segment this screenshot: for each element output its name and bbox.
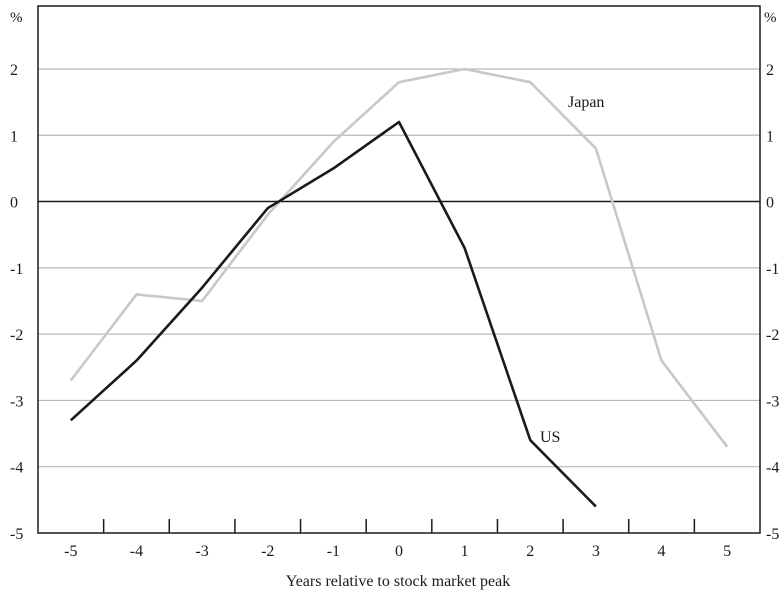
y-tick-label-left: -2 <box>10 327 23 344</box>
plot-border <box>37 5 761 534</box>
x-tick-label: -1 <box>327 543 340 560</box>
y-tick-label-left: -5 <box>10 526 23 543</box>
axis-ticks <box>102 519 696 533</box>
x-tick-label: -4 <box>130 543 143 560</box>
x-tick-label: 2 <box>526 543 534 560</box>
y-tick-label-right: 2 <box>766 62 774 79</box>
plot-frame <box>37 5 761 534</box>
series-label-japan: Japan <box>568 94 604 111</box>
series-lines <box>69 67 729 508</box>
y-tick-label-left: 2 <box>10 62 18 79</box>
x-tick-label: -5 <box>64 543 77 560</box>
series-label-us: US <box>540 429 560 446</box>
x-tick-label: 0 <box>395 543 403 560</box>
y-tick-label-right: -5 <box>766 526 779 543</box>
x-tick-label: 1 <box>461 543 469 560</box>
tick-labels: -5 -5 -4 -4 -3 -3 -2 -2 -1 -1 0 0 1 1 2 2 -5 -4 -3 -2 -1 0 1 2 3… <box>10 62 779 560</box>
y-axis-unit-right: % <box>764 10 777 26</box>
x-tick-label: -2 <box>261 543 274 560</box>
x-tick-label: 3 <box>592 543 600 560</box>
y-tick-label-right: -3 <box>766 393 779 410</box>
y-tick-label-right: -1 <box>766 261 779 278</box>
series-line-us <box>69 120 597 508</box>
y-axis-unit-left: % <box>10 10 23 26</box>
y-tick-label-left: 0 <box>10 195 18 212</box>
x-tick-label: 5 <box>723 543 731 560</box>
y-tick-label-left: -4 <box>10 460 23 477</box>
x-tick-label: -3 <box>195 543 208 560</box>
y-tick-label-right: 0 <box>766 195 774 212</box>
series-line-japan <box>69 67 729 448</box>
x-tick-label: 4 <box>658 543 666 560</box>
x-axis-title: Years relative to stock market peak <box>286 573 511 590</box>
y-tick-label-left: 1 <box>10 128 18 145</box>
y-tick-label-right: -2 <box>766 327 779 344</box>
gridlines <box>38 68 760 468</box>
y-tick-label-right: -4 <box>766 460 779 477</box>
y-tick-label-left: -1 <box>10 261 23 278</box>
y-tick-label-left: -3 <box>10 393 23 410</box>
y-tick-label-right: 1 <box>766 128 774 145</box>
